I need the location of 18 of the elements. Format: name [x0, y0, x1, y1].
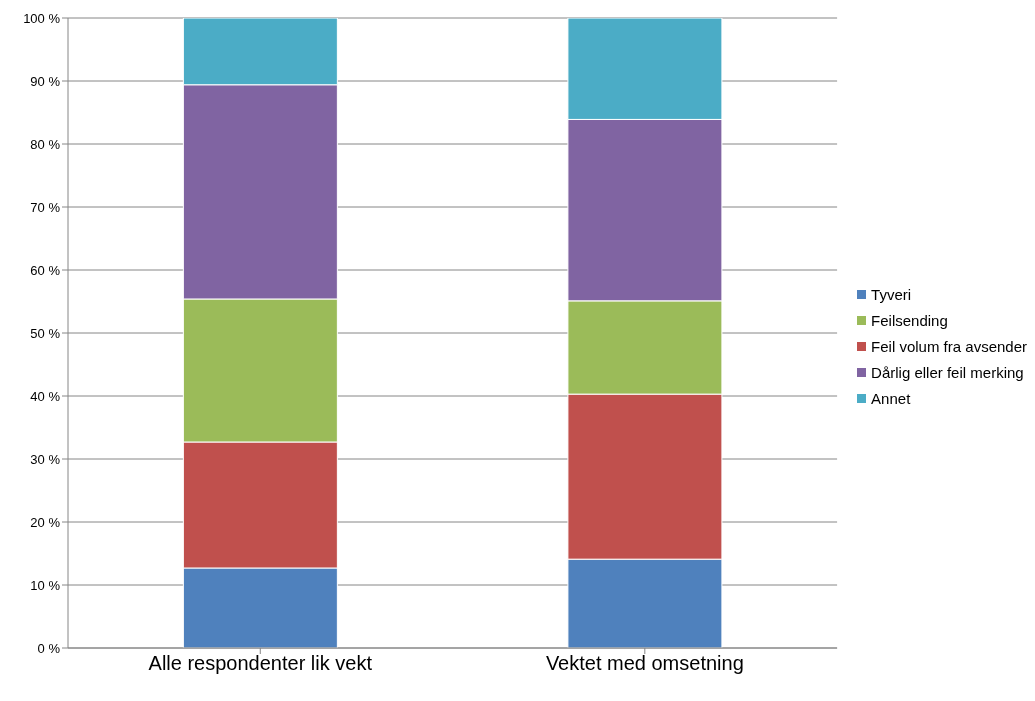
y-tick-label: 50 % [30, 325, 61, 341]
y-tick-label: 80 % [30, 136, 61, 152]
y-tick-label: 70 % [30, 199, 61, 215]
y-tick-label: 100 % [23, 10, 61, 26]
legend-label: Tyveri [871, 285, 912, 303]
y-tick-label: 90 % [30, 73, 61, 89]
legend-label: Dårlig eller feil merking [871, 363, 1024, 381]
y-tick-label: 40 % [30, 388, 61, 404]
x-tick-label: Vektet med omsetning [545, 652, 744, 675]
y-tick-label: 20 % [30, 514, 61, 530]
legend-label: Feilsending [871, 311, 948, 329]
legend-label: Annet [871, 389, 911, 407]
y-tick-label: 30 % [30, 451, 61, 467]
y-tick-label: 10 % [30, 577, 61, 593]
y-tick-label: 60 % [30, 262, 61, 278]
x-tick-label: Alle respondenter lik vekt [148, 652, 373, 675]
y-tick-label: 0 % [37, 640, 61, 656]
legend-label: Feil volum fra avsender [871, 337, 1027, 355]
